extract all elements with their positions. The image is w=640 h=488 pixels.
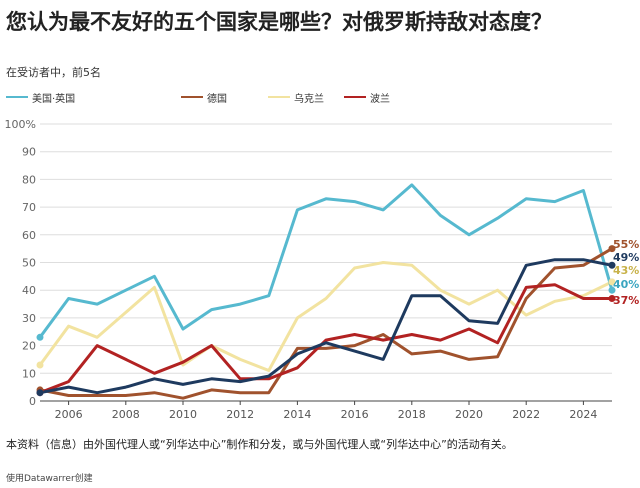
y-tick-label-50: 50 bbox=[22, 257, 36, 270]
x-tick-label-2014: 2014 bbox=[283, 408, 311, 421]
y-tick-label-40: 40 bbox=[22, 284, 36, 297]
x-tick-label-2006: 2006 bbox=[55, 408, 83, 421]
end-label-0: 40% bbox=[613, 278, 639, 291]
x-tick-label-2024: 2024 bbox=[569, 408, 597, 421]
chart-legend: 美国·英国 德国 乌克兰 波兰 bbox=[6, 90, 634, 105]
series-line-1 bbox=[38, 247, 614, 400]
y-tick-label-0: 0 bbox=[29, 395, 36, 408]
x-axis-tick-labels: 2006 2008 2010 2012 2014 2016 2018 2020 2022 2024 bbox=[55, 401, 597, 421]
end-label-2: 43% bbox=[613, 264, 639, 277]
series-start-dot-3 bbox=[36, 389, 44, 397]
series-start-dot-0 bbox=[36, 333, 44, 341]
series-markers bbox=[36, 245, 616, 397]
y-tick-label-70: 70 bbox=[22, 201, 36, 214]
series-end-dot-1 bbox=[608, 245, 616, 253]
series-line-3 bbox=[38, 258, 614, 395]
legend-swatch-germany bbox=[181, 96, 203, 98]
series-line-4 bbox=[38, 283, 614, 395]
y-tick-label-10: 10 bbox=[22, 367, 36, 380]
source-note: 本资料（信息）由外国代理人或“列华达中心”制作和分发，或与外国代理人或“列华达中… bbox=[6, 438, 513, 451]
legend-swatch-usa-uk bbox=[6, 96, 28, 98]
x-tick-label-2008: 2008 bbox=[112, 408, 140, 421]
legend-item-germany: 德国 bbox=[181, 90, 227, 105]
x-tick-label-2018: 2018 bbox=[398, 408, 426, 421]
x-tick-label-2020: 2020 bbox=[455, 408, 483, 421]
y-tick-label-60: 60 bbox=[22, 229, 36, 242]
legend-item-poland: 波兰 bbox=[344, 90, 390, 105]
line-chart: 0 10 20 30 40 50 60 70 80 90 100% 2006 2008 2010 2012… bbox=[5, 118, 640, 421]
end-label-1: 55% bbox=[613, 238, 639, 251]
x-tick-label-2022: 2022 bbox=[512, 408, 540, 421]
y-tick-label-80: 80 bbox=[22, 173, 36, 186]
x-tick-label-2016: 2016 bbox=[341, 408, 369, 421]
y-tick-label-90: 90 bbox=[22, 146, 36, 159]
y-tick-label-20: 20 bbox=[22, 340, 36, 353]
y-tick-label-100: 100% bbox=[5, 118, 36, 131]
series-end-labels: 40% 55% 43%49% 37% bbox=[613, 238, 639, 307]
chart-subtitle: 在受访者中，前5名 bbox=[6, 66, 101, 79]
y-axis-tick-labels: 0 10 20 30 40 50 60 70 80 90 100% bbox=[5, 118, 36, 408]
series-end-dot-3 bbox=[608, 261, 616, 269]
series-end-dot-2 bbox=[608, 278, 616, 286]
end-label-3: 49% bbox=[613, 251, 639, 264]
legend-item-ukraine: 乌克兰 bbox=[268, 90, 324, 105]
series-lines bbox=[38, 183, 614, 400]
series-start-dot-2 bbox=[36, 361, 44, 369]
legend-item-usa-uk: 美国·英国 bbox=[6, 90, 76, 105]
legend-label-usa-uk: 美国·英国 bbox=[32, 93, 76, 105]
series-end-dot-4 bbox=[608, 295, 616, 303]
x-tick-label-2012: 2012 bbox=[226, 408, 254, 421]
chart-title: 您认为最不友好的五个国家是哪些？对俄罗斯持敌对态度？ bbox=[6, 10, 552, 34]
legend-swatch-poland bbox=[344, 96, 366, 98]
series-line-0 bbox=[38, 183, 614, 339]
legend-label-ukraine: 乌克兰 bbox=[294, 93, 324, 105]
series-end-dot-0 bbox=[608, 286, 616, 294]
x-tick-label-2010: 2010 bbox=[169, 408, 197, 421]
legend-label-poland: 波兰 bbox=[370, 93, 390, 105]
credit-note: 使用Datawarrer创建 bbox=[6, 474, 93, 484]
y-tick-label-30: 30 bbox=[22, 312, 36, 325]
series-line-2 bbox=[38, 261, 614, 372]
legend-swatch-ukraine bbox=[268, 96, 290, 98]
gridlines bbox=[40, 123, 612, 402]
end-label-4: 37% bbox=[613, 294, 639, 307]
legend-label-germany: 德国 bbox=[207, 93, 227, 105]
